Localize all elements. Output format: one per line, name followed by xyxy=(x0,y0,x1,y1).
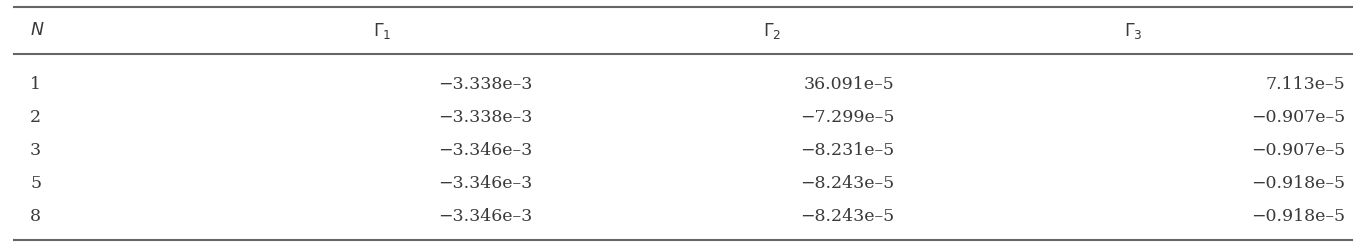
Text: −8.243e–5: −8.243e–5 xyxy=(800,175,895,192)
Text: −3.338e–3: −3.338e–3 xyxy=(438,109,533,126)
Text: −3.346e–3: −3.346e–3 xyxy=(438,175,533,192)
Text: −0.907e–5: −0.907e–5 xyxy=(1251,109,1346,126)
Text: −8.243e–5: −8.243e–5 xyxy=(800,208,895,225)
Text: $\mathit{\Gamma}_{3}$: $\mathit{\Gamma}_{3}$ xyxy=(1124,21,1143,41)
Text: 2: 2 xyxy=(30,109,41,126)
Text: 7.113e–5: 7.113e–5 xyxy=(1266,76,1346,93)
Text: $\mathit{N}$: $\mathit{N}$ xyxy=(30,22,45,39)
Text: $\mathit{\Gamma}_{1}$: $\mathit{\Gamma}_{1}$ xyxy=(373,21,392,41)
Text: −0.907e–5: −0.907e–5 xyxy=(1251,142,1346,159)
Text: 8: 8 xyxy=(30,208,41,225)
Text: −8.231e–5: −8.231e–5 xyxy=(800,142,895,159)
Text: −3.346e–3: −3.346e–3 xyxy=(438,142,533,159)
Text: 36.091e–5: 36.091e–5 xyxy=(805,76,895,93)
Text: −3.346e–3: −3.346e–3 xyxy=(438,208,533,225)
Text: $\mathit{\Gamma}_{2}$: $\mathit{\Gamma}_{2}$ xyxy=(762,21,781,41)
Text: −7.299e–5: −7.299e–5 xyxy=(800,109,895,126)
Text: 3: 3 xyxy=(30,142,41,159)
Text: −0.918e–5: −0.918e–5 xyxy=(1251,208,1346,225)
Text: −3.338e–3: −3.338e–3 xyxy=(438,76,533,93)
Text: 5: 5 xyxy=(30,175,41,192)
Text: 1: 1 xyxy=(30,76,41,93)
Text: −0.918e–5: −0.918e–5 xyxy=(1251,175,1346,192)
